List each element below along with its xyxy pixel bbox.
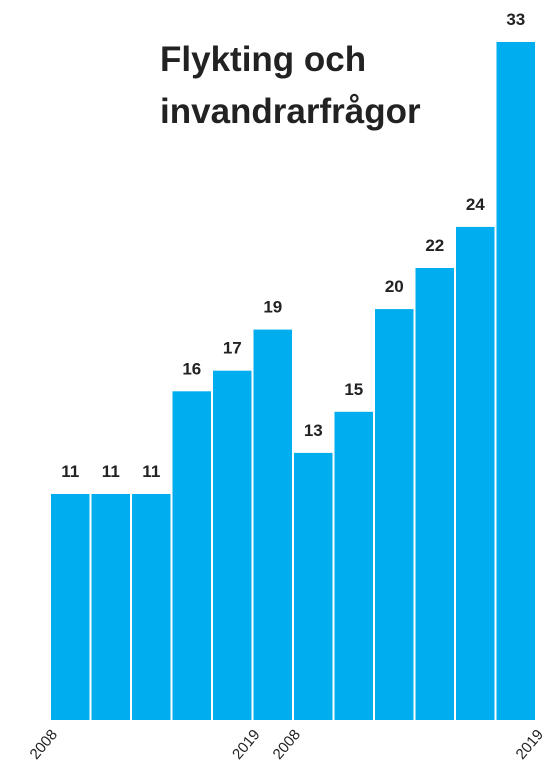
data-labels-group: 11 11 11 16 17 19 13 15 20 22 24 33 xyxy=(61,10,525,481)
data-label-11: 24 xyxy=(466,195,485,214)
bar-4 xyxy=(172,391,211,720)
bars-group xyxy=(51,42,535,720)
bar-1 xyxy=(51,494,90,720)
bar-11 xyxy=(456,226,495,720)
bar-9 xyxy=(375,309,414,720)
bar-12 xyxy=(496,42,535,720)
data-label-12: 33 xyxy=(506,10,525,29)
bar-10 xyxy=(415,268,454,720)
bar-8 xyxy=(334,411,373,720)
data-label-1: 11 xyxy=(61,462,79,481)
x-tick-label-2: 2019 xyxy=(229,726,263,762)
chart-title-line-2: invandrarfrågor xyxy=(160,92,421,131)
data-label-6: 19 xyxy=(263,298,282,317)
x-tick-label-4: 2019 xyxy=(513,726,547,762)
chart-title: Flykting och invandrarfrågor xyxy=(160,34,460,138)
bar-6 xyxy=(253,329,292,720)
x-tick-label-3: 2008 xyxy=(270,726,304,762)
data-label-10: 22 xyxy=(425,236,444,255)
data-label-2: 11 xyxy=(102,462,120,481)
bar-7 xyxy=(294,452,333,720)
bar-5 xyxy=(213,370,252,720)
data-label-5: 17 xyxy=(223,339,242,358)
data-label-4: 16 xyxy=(182,359,201,378)
bar-2 xyxy=(91,494,130,720)
chart-title-line-1: Flykting och xyxy=(160,40,367,79)
data-label-7: 13 xyxy=(304,421,323,440)
data-label-3: 11 xyxy=(142,462,160,481)
x-tick-labels-group: 2008 2019 2008 2019 xyxy=(27,726,547,762)
data-label-9: 20 xyxy=(385,277,404,296)
data-label-8: 15 xyxy=(344,380,363,399)
bar-3 xyxy=(132,494,171,720)
x-tick-label-1: 2008 xyxy=(27,726,61,762)
